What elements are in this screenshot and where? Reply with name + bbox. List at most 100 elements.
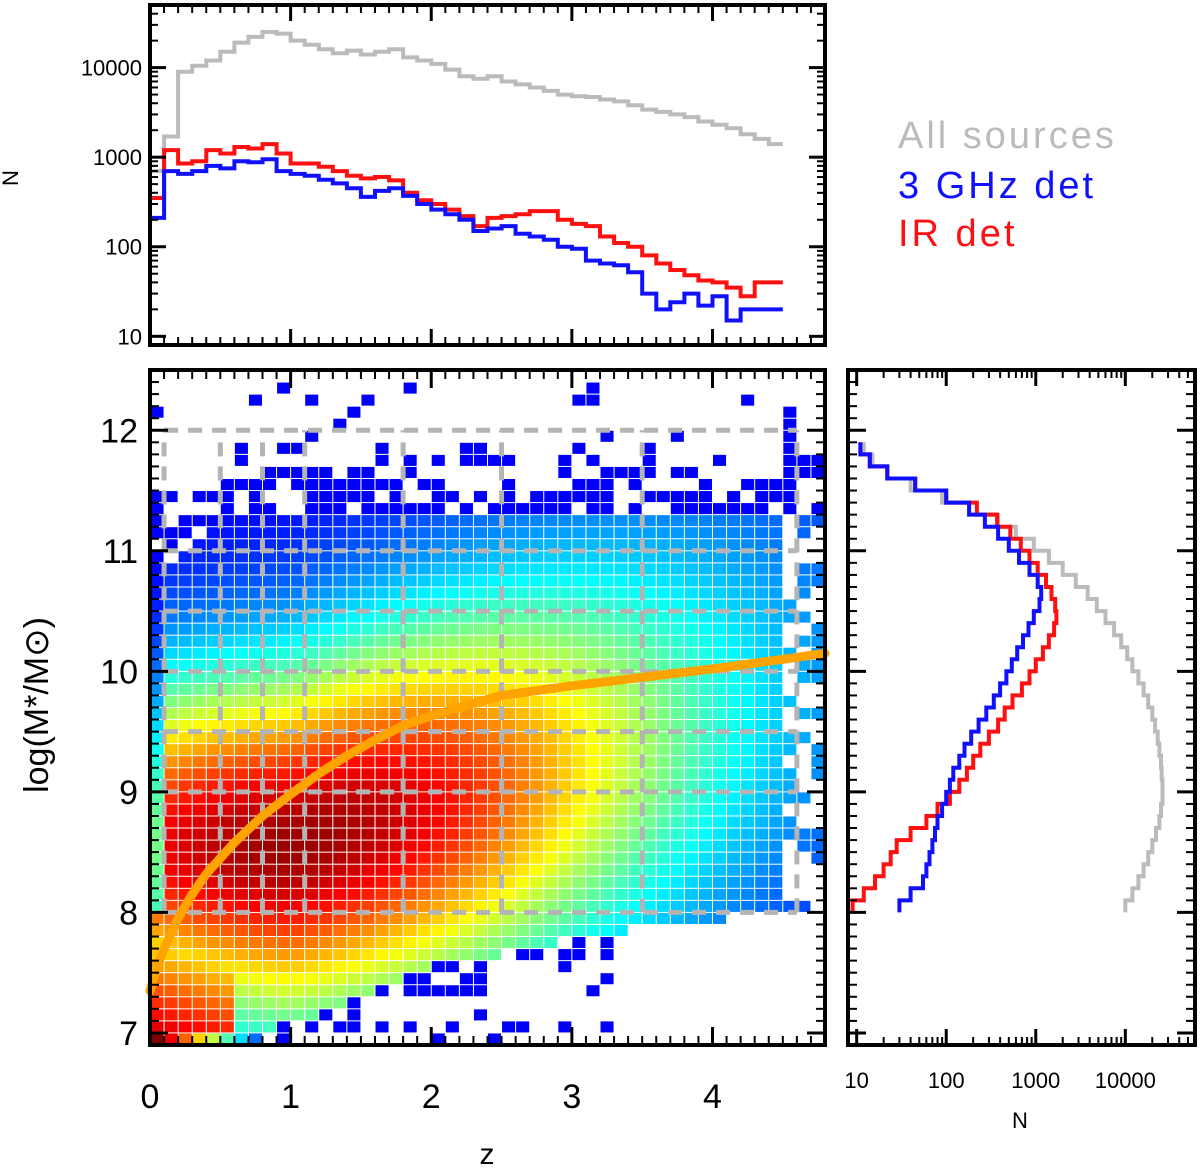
- density-cell: [684, 864, 698, 876]
- density-cell: [445, 587, 459, 599]
- density-cell: [670, 840, 684, 852]
- density-cell: [431, 900, 445, 912]
- density-cell: [670, 804, 684, 816]
- density-cell: [305, 900, 319, 912]
- density-cell: [516, 671, 530, 683]
- density-cell: [319, 997, 333, 1009]
- density-cell: [572, 828, 586, 840]
- density-cell: [417, 611, 431, 623]
- density-cell: [347, 575, 361, 587]
- right-panel-frame: [846, 368, 1197, 1047]
- density-cell: [684, 551, 698, 563]
- density-cell: [206, 683, 220, 695]
- density-cell: [783, 442, 797, 454]
- density-cell: [783, 430, 797, 442]
- density-cell: [769, 611, 783, 623]
- density-cell: [698, 864, 712, 876]
- density-cell: [656, 756, 670, 768]
- density-cell: [220, 623, 234, 635]
- density-cell: [333, 671, 347, 683]
- density-cell: [403, 985, 417, 997]
- density-cell: [319, 912, 333, 924]
- density-cell: [178, 888, 192, 900]
- density-cell: [403, 732, 417, 744]
- density-cell: [586, 792, 600, 804]
- density-cell: [248, 744, 262, 756]
- density-cell: [600, 876, 614, 888]
- density-cell: [178, 527, 192, 539]
- density-cell: [459, 551, 473, 563]
- density-cell: [192, 551, 206, 563]
- density-cell: [347, 1009, 361, 1021]
- density-cell: [530, 744, 544, 756]
- density-cell: [586, 900, 600, 912]
- density-cell: [530, 756, 544, 768]
- density-cell: [375, 478, 389, 491]
- density-cell: [558, 623, 572, 635]
- density-cell: [600, 768, 614, 780]
- density-cell: [727, 732, 741, 744]
- density-cell: [263, 539, 277, 551]
- density-cell: [248, 924, 262, 937]
- density-cell: [628, 864, 642, 876]
- density-cell: [234, 1033, 248, 1045]
- density-cell: [305, 647, 319, 659]
- density-cell: [403, 804, 417, 816]
- density-cell: [277, 1021, 291, 1033]
- density-cell: [628, 792, 642, 804]
- density-cell: [628, 768, 642, 780]
- density-cell: [572, 563, 586, 575]
- density-cell: [431, 454, 445, 466]
- right-axis-ticks: 10 100 1000 10000: [844, 369, 1196, 1093]
- density-cell: [684, 659, 698, 671]
- density-cell: [305, 792, 319, 804]
- density-cell: [234, 876, 248, 888]
- density-cell: [277, 720, 291, 732]
- density-cell: [403, 973, 417, 985]
- density-cell: [614, 780, 628, 792]
- density-cell: [333, 515, 347, 527]
- density-cell: [403, 864, 417, 876]
- density-cell: [417, 961, 431, 973]
- density-cell: [150, 732, 164, 744]
- right-histogram-panel: 10 100 1000 10000 N: [844, 368, 1197, 1133]
- density-cell: [586, 394, 600, 406]
- density-cell: [473, 587, 487, 599]
- density-cell: [488, 768, 502, 780]
- density-cell: [291, 1009, 305, 1021]
- density-cell: [319, 792, 333, 804]
- density-cell: [586, 635, 600, 647]
- density-cell: [263, 756, 277, 768]
- density-cell: [248, 539, 262, 551]
- density-cell: [248, 876, 262, 888]
- density-cell: [375, 575, 389, 587]
- density-cell: [755, 792, 769, 804]
- density-cell: [164, 1009, 178, 1021]
- density-cell: [417, 768, 431, 780]
- density-cell: [150, 551, 164, 563]
- density-cell: [769, 551, 783, 563]
- density-cell: [347, 587, 361, 599]
- density-cell: [192, 1033, 206, 1045]
- density-cell: [150, 515, 164, 527]
- density-cell: [713, 732, 727, 744]
- density-cell: [769, 900, 783, 912]
- density-cell: [263, 623, 277, 635]
- main-ytick-label: 12: [100, 412, 138, 450]
- density-cell: [769, 635, 783, 647]
- density-cell: [684, 792, 698, 804]
- density-cell: [389, 828, 403, 840]
- density-cell: [684, 587, 698, 599]
- density-cell: [263, 695, 277, 707]
- density-cell: [698, 780, 712, 792]
- density-cell: [347, 924, 361, 937]
- density-cell: [206, 876, 220, 888]
- density-cell: [797, 659, 811, 671]
- density-cell: [727, 744, 741, 756]
- density-cell: [319, 503, 333, 515]
- density-cell: [291, 647, 305, 659]
- density-cell: [459, 937, 473, 949]
- density-cell: [530, 864, 544, 876]
- density-cell: [769, 708, 783, 720]
- density-cell: [291, 744, 305, 756]
